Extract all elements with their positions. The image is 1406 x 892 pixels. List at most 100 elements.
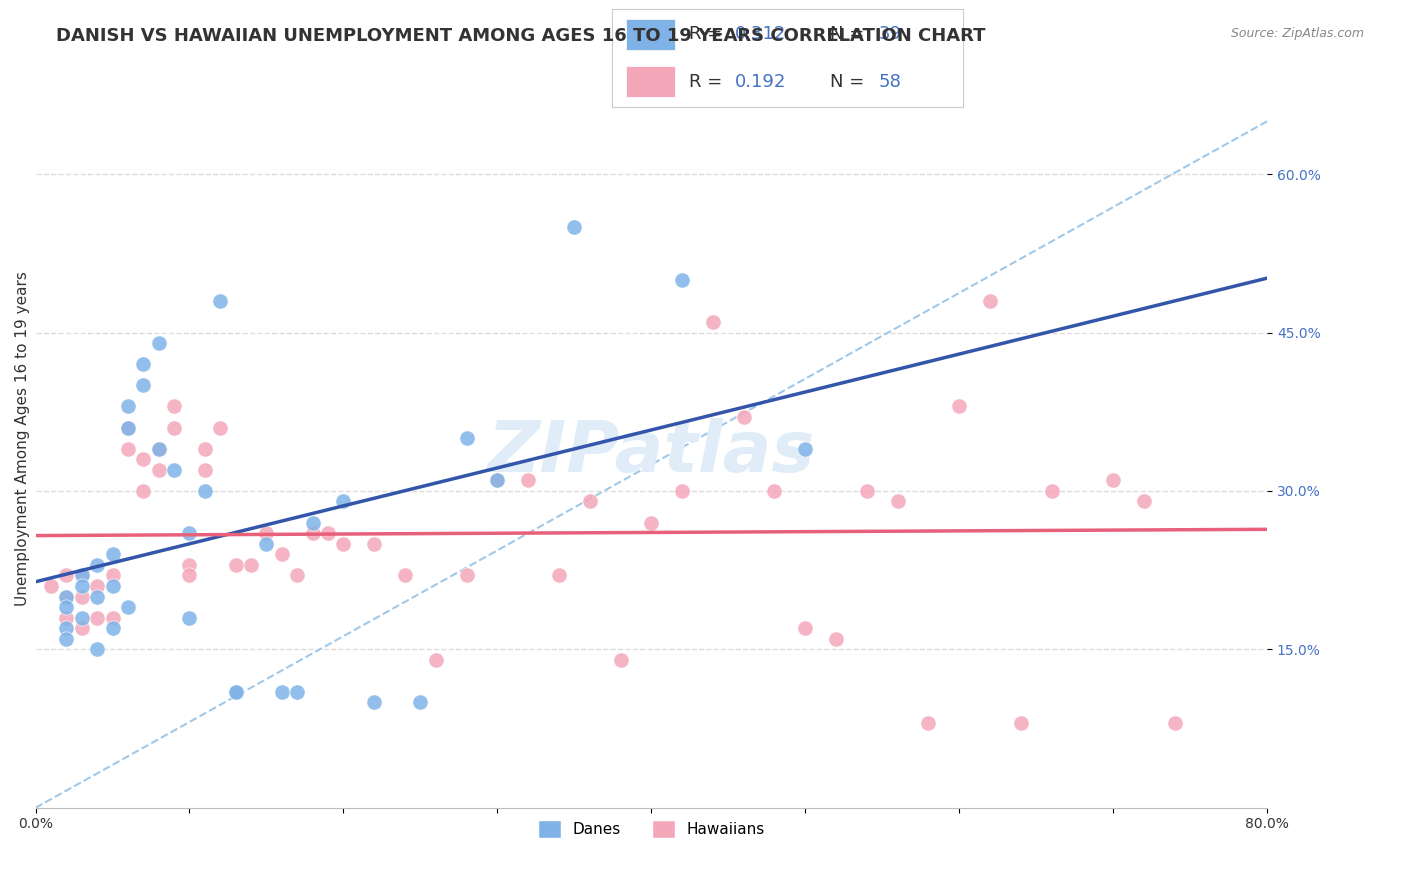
Text: R =: R =: [689, 26, 728, 44]
Danes: [55, 600, 77, 615]
Danes: [163, 463, 186, 477]
Hawaiians: [179, 568, 201, 582]
Danes: [148, 442, 170, 456]
Danes: [256, 537, 278, 551]
Danes: [148, 336, 170, 351]
Text: DANISH VS HAWAIIAN UNEMPLOYMENT AMONG AGES 16 TO 19 YEARS CORRELATION CHART: DANISH VS HAWAIIAN UNEMPLOYMENT AMONG AG…: [56, 27, 986, 45]
Danes: [55, 590, 77, 604]
Hawaiians: [763, 483, 786, 498]
Hawaiians: [163, 400, 186, 414]
Hawaiians: [1040, 483, 1063, 498]
Text: Source: ZipAtlas.com: Source: ZipAtlas.com: [1230, 27, 1364, 40]
Danes: [301, 516, 323, 530]
Hawaiians: [794, 621, 817, 635]
Legend: Danes, Hawaiians: Danes, Hawaiians: [531, 814, 770, 845]
Danes: [86, 642, 108, 657]
Danes: [179, 526, 201, 541]
Danes: [86, 558, 108, 572]
Bar: [626, 66, 675, 97]
Hawaiians: [301, 526, 323, 541]
Text: ZIPatlas: ZIPatlas: [488, 418, 815, 487]
Hawaiians: [425, 653, 447, 667]
Text: N =: N =: [830, 72, 869, 90]
Hawaiians: [517, 474, 540, 488]
Hawaiians: [394, 568, 416, 582]
Hawaiians: [1102, 474, 1125, 488]
Danes: [55, 621, 77, 635]
Hawaiians: [148, 463, 170, 477]
Hawaiians: [917, 716, 939, 731]
Hawaiians: [270, 547, 292, 561]
Text: 58: 58: [879, 72, 901, 90]
Hawaiians: [1010, 716, 1032, 731]
Hawaiians: [86, 579, 108, 593]
Hawaiians: [117, 442, 139, 456]
Hawaiians: [132, 483, 155, 498]
Hawaiians: [70, 621, 93, 635]
Hawaiians: [70, 568, 93, 582]
Danes: [409, 695, 432, 709]
Hawaiians: [70, 590, 93, 604]
Text: 0.312: 0.312: [734, 26, 786, 44]
Hawaiians: [101, 610, 124, 624]
Hawaiians: [825, 632, 848, 646]
Danes: [101, 579, 124, 593]
Danes: [486, 474, 509, 488]
Hawaiians: [1133, 494, 1156, 508]
Hawaiians: [256, 526, 278, 541]
Hawaiians: [548, 568, 571, 582]
Hawaiians: [640, 516, 662, 530]
Hawaiians: [1164, 716, 1187, 731]
Hawaiians: [194, 463, 217, 477]
Danes: [132, 357, 155, 371]
Danes: [86, 590, 108, 604]
Danes: [179, 610, 201, 624]
Hawaiians: [209, 420, 232, 434]
Hawaiians: [86, 610, 108, 624]
Hawaiians: [132, 452, 155, 467]
Danes: [55, 632, 77, 646]
Hawaiians: [179, 558, 201, 572]
Danes: [70, 579, 93, 593]
Hawaiians: [948, 400, 970, 414]
Danes: [194, 483, 217, 498]
Danes: [332, 494, 354, 508]
Y-axis label: Unemployment Among Ages 16 to 19 years: Unemployment Among Ages 16 to 19 years: [15, 270, 30, 606]
Danes: [70, 610, 93, 624]
Hawaiians: [225, 558, 247, 572]
Hawaiians: [55, 610, 77, 624]
Hawaiians: [486, 474, 509, 488]
Hawaiians: [979, 293, 1001, 308]
Hawaiians: [456, 568, 478, 582]
Danes: [101, 621, 124, 635]
Text: N =: N =: [830, 26, 869, 44]
Text: 0.192: 0.192: [734, 72, 786, 90]
Danes: [225, 684, 247, 698]
Text: R =: R =: [689, 72, 728, 90]
Hawaiians: [117, 420, 139, 434]
Danes: [456, 431, 478, 445]
Danes: [117, 400, 139, 414]
Text: 39: 39: [879, 26, 901, 44]
Bar: [626, 19, 675, 50]
Danes: [225, 684, 247, 698]
Hawaiians: [332, 537, 354, 551]
Hawaiians: [55, 590, 77, 604]
Hawaiians: [363, 537, 385, 551]
Hawaiians: [194, 442, 217, 456]
Danes: [671, 273, 693, 287]
Danes: [794, 442, 817, 456]
Danes: [101, 547, 124, 561]
Hawaiians: [240, 558, 263, 572]
Hawaiians: [55, 568, 77, 582]
Hawaiians: [163, 420, 186, 434]
Danes: [270, 684, 292, 698]
Danes: [564, 219, 586, 234]
Hawaiians: [856, 483, 879, 498]
Hawaiians: [39, 579, 62, 593]
Hawaiians: [316, 526, 339, 541]
Danes: [209, 293, 232, 308]
Hawaiians: [702, 315, 724, 329]
Hawaiians: [285, 568, 308, 582]
Danes: [132, 378, 155, 392]
